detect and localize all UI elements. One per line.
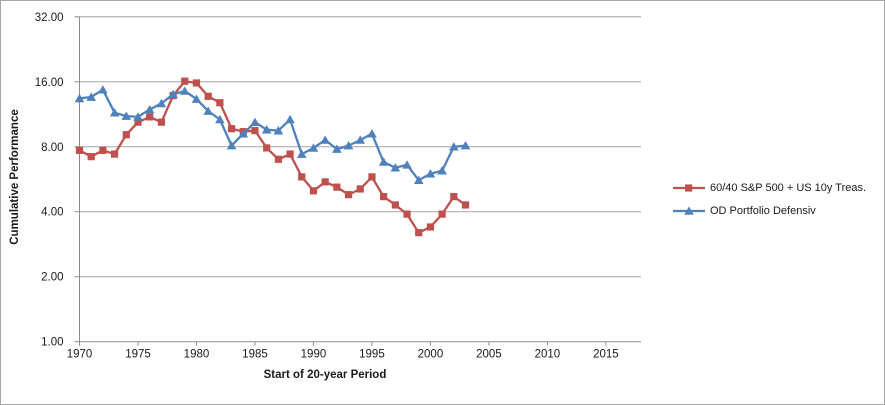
legend-label: OD Portfolio Defensiv (710, 205, 816, 217)
series-marker-square (298, 173, 306, 181)
series-marker-square (286, 150, 294, 158)
series-marker-triangle (355, 135, 366, 144)
series-marker-triangle (343, 140, 354, 150)
series-marker-triangle (226, 140, 237, 150)
series-marker-square (216, 99, 224, 107)
series-marker-triangle (413, 175, 424, 184)
x-tick-label: 2000 (418, 349, 444, 361)
triangle-swatch-icon (673, 206, 705, 215)
x-tick-label: 2005 (476, 349, 502, 361)
series-marker-square (426, 223, 435, 231)
series-marker-square (263, 144, 271, 152)
series-marker-square (344, 191, 353, 199)
series-marker-square (380, 193, 388, 201)
series-marker-triangle (191, 94, 202, 103)
series-marker-square (134, 118, 142, 126)
series-marker-triangle (74, 93, 85, 103)
series-marker-square (251, 127, 259, 135)
legend: 60/40 S&P 500 + US 10y Treas. OD Portfoli… (673, 182, 866, 217)
series-marker-triangle (179, 86, 190, 95)
series-marker-square (75, 146, 84, 154)
legend-label: 60/40 S&P 500 + US 10y Treas. (710, 182, 867, 194)
series-marker-triangle (273, 126, 284, 135)
series-marker-triangle (320, 135, 330, 144)
series-line-1[interactable] (78, 88, 467, 182)
series-marker-square (356, 185, 364, 193)
series-marker-triangle (250, 117, 260, 126)
series-marker-square (122, 131, 130, 139)
series-marker-square (461, 201, 470, 209)
series-marker-square (146, 113, 154, 121)
series-marker-square (157, 118, 165, 126)
series-marker-square (368, 173, 376, 181)
series-marker-triangle (390, 163, 401, 172)
y-tick-label: 16.00 (35, 77, 64, 89)
series-marker-triangle (98, 85, 108, 94)
x-tick-label: 1980 (184, 349, 210, 361)
series-marker-square (309, 187, 318, 195)
x-tick-label: 2015 (593, 349, 619, 361)
series-marker-square (415, 229, 423, 237)
legend-item-1[interactable]: OD Portfolio Defensiv (673, 205, 866, 217)
series-marker-square (403, 210, 411, 218)
y-tick-label: 32.00 (35, 12, 64, 24)
series-marker-triangle (261, 125, 272, 134)
series-marker-square (391, 201, 399, 209)
series-marker-triangle (86, 92, 96, 101)
series-marker-square (192, 79, 201, 87)
series-marker-triangle (332, 144, 342, 153)
y-tick-label: 1.00 (41, 337, 63, 349)
x-tick-label: 2010 (535, 349, 561, 361)
x-tick-label: 1985 (242, 349, 268, 361)
series-line-0[interactable] (78, 80, 467, 234)
series-marker-square (438, 210, 446, 218)
series-marker-triangle (449, 142, 459, 151)
series-marker-square (274, 155, 282, 163)
series-marker-triangle (215, 114, 225, 124)
legend-item-0[interactable]: 60/40 S&P 500 + US 10y Treas. (673, 182, 866, 194)
x-tick-label: 1995 (359, 349, 385, 361)
series-marker-square (99, 146, 107, 154)
series-marker-square (181, 77, 189, 85)
series-marker-triangle (285, 114, 295, 124)
x-axis-title: Start of 20-year Period (263, 369, 387, 381)
series-marker-square (450, 193, 458, 201)
series-marker-triangle (203, 106, 213, 115)
y-tick-label: 2.00 (41, 272, 63, 284)
y-tick-label: 8.00 (41, 142, 63, 154)
series-marker-square (333, 183, 341, 191)
x-tick-label: 1990 (301, 349, 327, 361)
series-marker-square (110, 150, 119, 158)
series-marker-triangle (121, 111, 132, 120)
series-marker-triangle (168, 89, 178, 99)
y-tick-label: 4.00 (41, 207, 63, 219)
series-marker-triangle (238, 129, 249, 138)
x-tick-label: 1970 (67, 349, 93, 361)
series-marker-square (227, 125, 236, 133)
series-marker-triangle (437, 166, 447, 175)
series-marker-triangle (425, 169, 436, 178)
series-marker-triangle (402, 160, 412, 169)
series-marker-square (204, 92, 212, 100)
series-marker-triangle (378, 157, 389, 166)
series-marker-triangle (156, 98, 167, 108)
series-marker-triangle (296, 149, 307, 158)
series-marker-triangle (144, 104, 155, 114)
series-marker-square (321, 178, 329, 186)
series-marker-square (87, 153, 95, 161)
square-swatch-icon (673, 184, 705, 192)
x-tick-label: 1975 (125, 349, 151, 361)
series-marker-triangle (133, 112, 143, 121)
series-marker-triangle (109, 108, 120, 117)
series-marker-triangle (308, 143, 319, 152)
series-marker-triangle (367, 129, 377, 138)
series-marker-triangle (460, 140, 471, 150)
y-axis-title: Cumulative Performance (9, 109, 21, 245)
